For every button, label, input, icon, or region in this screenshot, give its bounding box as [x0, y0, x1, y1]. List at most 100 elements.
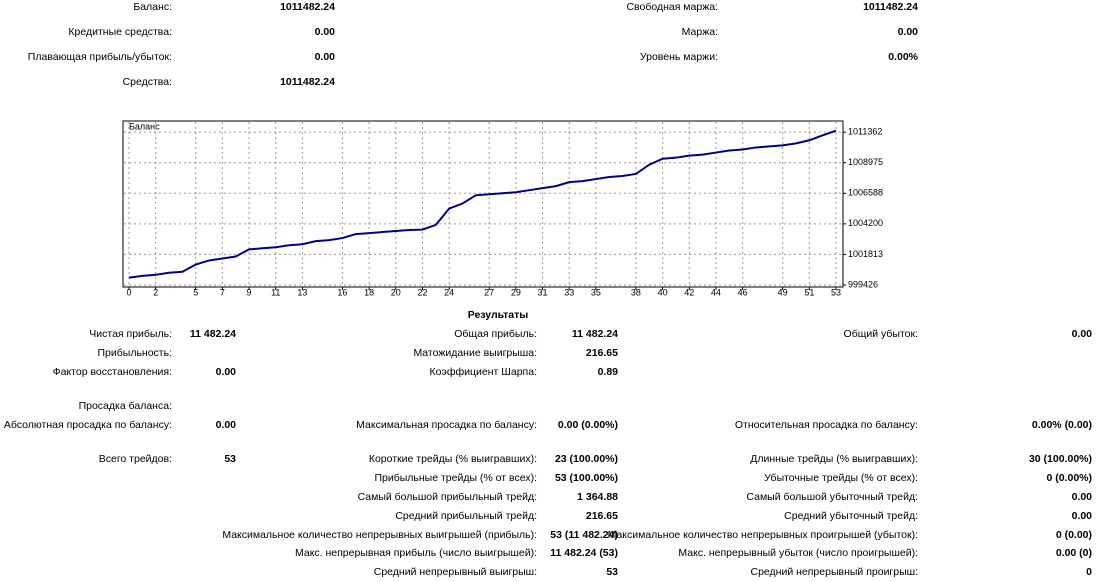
y-tick-label: 1011362	[848, 127, 882, 137]
result-value: 23 (100.00%)	[555, 453, 618, 465]
result-value: 0.00	[1072, 491, 1093, 503]
x-tick-label: 53	[831, 287, 841, 297]
result-value: 53 (100.00%)	[555, 472, 618, 484]
results-title: Результаты	[468, 309, 529, 321]
result-value: 0.00	[216, 366, 237, 378]
result-value: 11 482.24	[572, 328, 618, 340]
result-label: Чистая прибыль:	[89, 328, 172, 340]
x-tick-label: 31	[538, 287, 548, 297]
result-value: 0.89	[598, 366, 619, 378]
summary-value: 1011482.24	[280, 1, 335, 13]
x-tick-label: 24	[444, 287, 454, 297]
summary-value: 1011482.24	[280, 76, 335, 88]
x-tick-label: 13	[297, 287, 307, 297]
x-tick-label: 5	[193, 287, 198, 297]
x-tick-label: 27	[484, 287, 494, 297]
x-tick-label: 38	[631, 287, 641, 297]
result-value: 53 (11 482.24)	[550, 529, 618, 541]
result-value: 0 (0.00)	[1056, 529, 1092, 541]
result-label: Прибыльные трейды (% от всех):	[374, 472, 537, 484]
result-label: Средний убыточный трейд:	[784, 510, 918, 522]
result-value: 0	[1086, 566, 1092, 578]
result-label: Максимальное количество непрерывных выиг…	[222, 529, 537, 541]
result-label: Самый большой прибыльный трейд:	[358, 491, 537, 503]
summary-label: Уровень маржи:	[640, 51, 718, 63]
result-label: Максимальное количество непрерывных прои…	[608, 529, 918, 541]
result-label: Средний непрерывный проигрыш:	[751, 566, 919, 578]
result-label: Максимальная просадка по балансу:	[356, 419, 537, 431]
summary-value: 0.00	[898, 26, 919, 38]
x-tick-label: 11	[271, 287, 280, 297]
result-label: Относительная просадка по балансу:	[735, 419, 918, 431]
y-tick-label: 1001813	[848, 249, 883, 259]
x-tick-label: 35	[591, 287, 601, 297]
x-tick-label: 0	[126, 287, 131, 297]
x-tick-label: 51	[804, 287, 814, 297]
result-value: 0 (0.00%)	[1046, 472, 1092, 484]
summary-value: 1011482.24	[863, 1, 918, 13]
x-tick-label: 20	[391, 287, 401, 297]
result-value: 11 482.24	[190, 328, 236, 340]
summary-label: Маржа:	[682, 26, 718, 38]
result-label: Убыточные трейды (% от всех):	[764, 472, 918, 484]
x-tick-label: 46	[738, 287, 748, 297]
y-tick-label: 1006588	[848, 188, 883, 198]
result-value: 0.00	[1072, 328, 1093, 340]
result-value: 53	[606, 566, 618, 578]
summary-label: Кредитные средства:	[68, 26, 172, 38]
result-label: Макс. непрерывный убыток (число проигрыш…	[678, 547, 918, 559]
result-value: 0.00	[1072, 510, 1093, 522]
chart-frame	[122, 120, 844, 288]
result-label: Длинные трейды (% выигравших):	[750, 453, 918, 465]
result-value: 11 482.24 (53)	[550, 547, 618, 559]
summary-value: 0.00	[315, 51, 336, 63]
x-tick-label: 40	[658, 287, 668, 297]
result-label: Просадка баланса:	[79, 400, 172, 412]
summary-label: Свободная маржа:	[626, 1, 718, 13]
result-label: Общий убыток:	[844, 328, 918, 340]
x-tick-label: 33	[564, 287, 574, 297]
result-value: 1 364.88	[577, 491, 618, 503]
chart-title: Баланс	[129, 121, 160, 131]
result-label: Коэффициент Шарпа:	[430, 366, 537, 378]
result-value: 0.00	[216, 419, 237, 431]
result-label: Короткие трейды (% выигравших):	[369, 453, 537, 465]
summary-label: Плавающая прибыль/убыток:	[28, 51, 172, 63]
x-tick-label: 16	[337, 287, 347, 297]
result-label: Макс. непрерывная прибыль (число выигрыш…	[295, 547, 537, 559]
x-tick-label: 49	[778, 287, 788, 297]
x-tick-label: 44	[711, 287, 721, 297]
y-tick-label: 999426	[848, 279, 878, 289]
result-value: 0.00 (0)	[1056, 547, 1092, 559]
summary-value: 0.00	[315, 26, 336, 38]
x-tick-label: 22	[417, 287, 427, 297]
x-tick-label: 2	[153, 287, 158, 297]
x-tick-label: 42	[684, 287, 694, 297]
result-value: 0.00 (0.00%)	[558, 419, 618, 431]
x-tick-label: 9	[247, 287, 252, 297]
result-label: Самый большой убыточный трейд:	[746, 491, 918, 503]
result-value: 30 (100.00%)	[1029, 453, 1092, 465]
result-label: Прибыльность:	[98, 347, 173, 359]
result-label: Общая прибыль:	[454, 328, 537, 340]
x-tick-label: 7	[220, 287, 225, 297]
result-value: 216.65	[586, 510, 618, 522]
y-tick-label: 1004200	[848, 218, 883, 228]
result-value: 0.00% (0.00)	[1032, 419, 1092, 431]
result-label: Фактор восстановления:	[53, 366, 172, 378]
result-label: Всего трейдов:	[99, 453, 172, 465]
x-tick-label: 29	[511, 287, 521, 297]
summary-value: 0.00%	[888, 51, 918, 63]
result-label: Абсолютная просадка по балансу:	[4, 419, 172, 431]
y-tick-label: 1008975	[848, 157, 883, 167]
summary-label: Баланс:	[133, 1, 172, 13]
result-label: Матожидание выигрыша:	[413, 347, 537, 359]
balance-line	[128, 129, 837, 279]
x-tick-label: 18	[364, 287, 374, 297]
result-label: Средний непрерывный выигрыш:	[374, 566, 537, 578]
result-label: Средний прибыльный трейд:	[395, 510, 537, 522]
summary-label: Средства:	[123, 76, 172, 88]
result-value: 53	[224, 453, 236, 465]
result-value: 216.65	[586, 347, 618, 359]
